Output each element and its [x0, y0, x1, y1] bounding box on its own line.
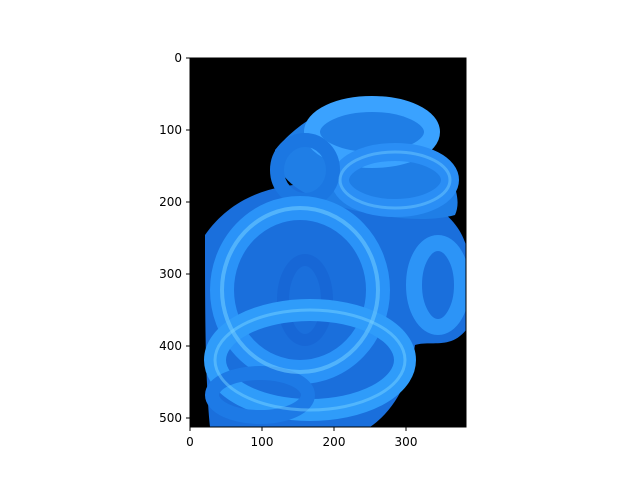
y-tick-label: 400: [159, 339, 182, 353]
y-tick-label: 100: [159, 123, 182, 137]
y-axis: 0 100 200 300 400 500: [159, 51, 190, 425]
x-tick-label: 0: [186, 435, 194, 449]
y-tick-label: 200: [159, 195, 182, 209]
x-tick-label: 200: [323, 435, 346, 449]
axes-frame: [189, 57, 467, 428]
y-tick-label: 0: [174, 51, 182, 65]
x-axis: 0 100 200 300: [186, 427, 417, 449]
y-tick-label: 500: [159, 411, 182, 425]
image-area: [190, 58, 466, 427]
x-tick-label: 300: [395, 435, 418, 449]
x-tick-label: 100: [251, 435, 274, 449]
onion-rings-photo: [204, 96, 466, 427]
y-tick-label: 300: [159, 267, 182, 281]
